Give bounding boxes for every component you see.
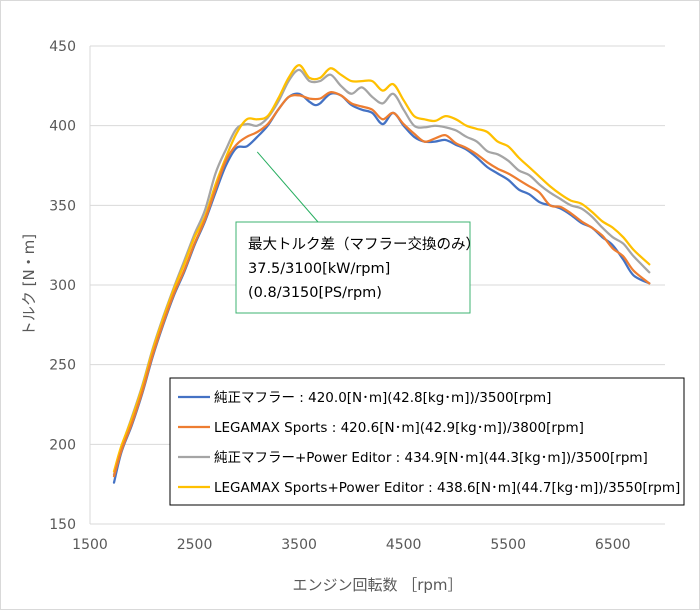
series-lines [112,63,651,484]
y-tick-label: 150 [49,517,76,533]
legend-entry-label: LEGAMAX Sports : 420.6[N･m](42.9[kg･m])/… [214,420,584,436]
y-tick-label: 300 [49,278,76,294]
annotation: 最大トルク差（マフラー交換のみ） 37.5/3100[kW/rpm] (0.8/31… [235,151,480,314]
x-tick-label: 4500 [386,537,422,553]
annotation-line: (0.8/3150[PS/rpm) [248,285,382,301]
y-axis-title: トルク [N・m] [20,234,38,336]
legend-box [169,377,685,506]
x-tick-label: 3500 [281,537,317,553]
annotation-box [235,221,471,314]
x-tick-label: 5500 [490,537,526,553]
x-tick-label: 1500 [72,537,108,553]
x-tick-label: 6500 [595,537,631,553]
annotation-leader-line [256,151,319,223]
annotation-line: 最大トルク差（マフラー交換のみ） [248,235,480,253]
y-tick-label: 200 [49,437,76,453]
x-tick-labels: 1500 2500 3500 4500 5500 6500 [72,537,630,553]
series-line-2 [112,68,651,476]
y-tick-labels: 150 200 250 300 350 400 450 [49,39,76,533]
y-tick-label: 250 [49,358,76,374]
x-axis-title: エンジン回転数 ［rpm］ [292,576,462,594]
legend-entry-label: 純正マフラー : 420.0[N･m](42.8[kg･m])/3500[rpm… [214,390,551,406]
legend-entry-label: LEGAMAX Sports+Power Editor : 438.6[N･m]… [214,480,680,496]
series-line-3 [112,63,651,473]
legend: 純正マフラー : 420.0[N･m](42.8[kg･m])/3500[rpm… [169,377,685,506]
legend-entry-label: 純正マフラー+Power Editor : 434.9[N･m](44.3[kg… [214,450,648,466]
x-tick-label: 2500 [177,537,213,553]
series-line-1 [112,90,651,478]
annotation-line: 37.5/3100[kW/rpm] [248,261,390,277]
y-tick-label: 350 [49,198,76,214]
y-tick-label: 400 [49,119,76,135]
y-tick-label: 450 [49,39,76,55]
